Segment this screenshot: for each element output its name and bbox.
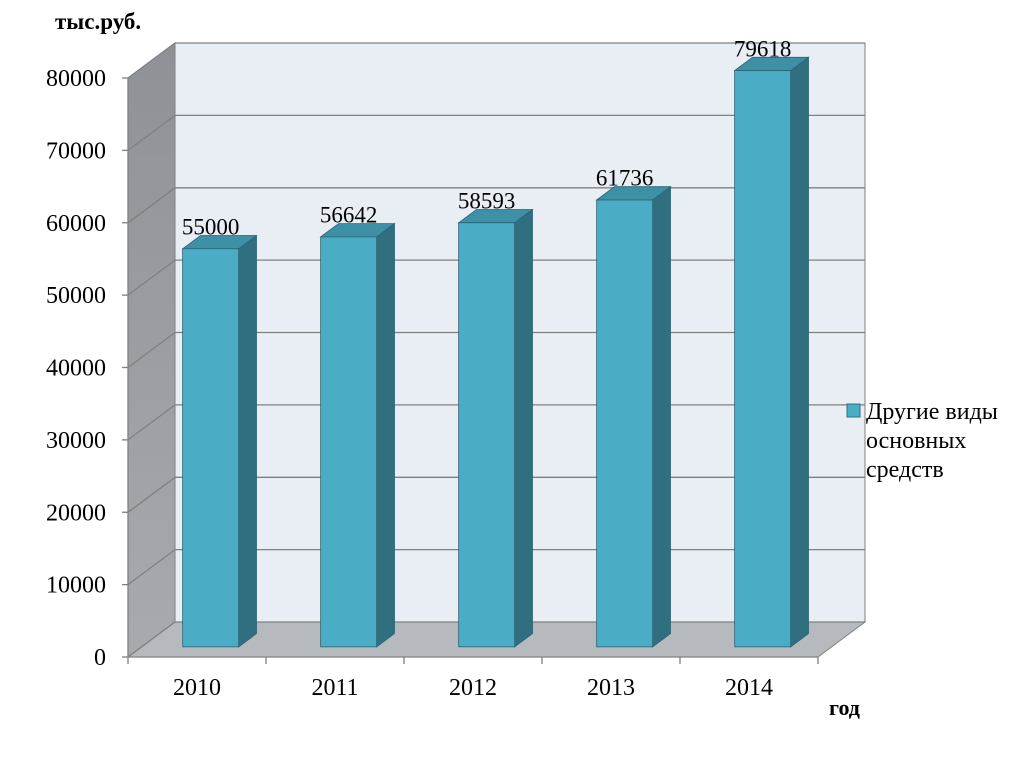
x-tick-label: 2014 bbox=[725, 675, 773, 701]
bar-front-face bbox=[458, 222, 516, 648]
y-tick-label: 70000 bbox=[46, 138, 106, 164]
bar-2012 bbox=[457, 208, 534, 648]
y-tick-label: 50000 bbox=[46, 283, 106, 309]
data-label: 58593 bbox=[458, 188, 516, 213]
y-tick-label: 10000 bbox=[46, 573, 106, 599]
bar-side-face bbox=[652, 185, 671, 648]
bar-side-face bbox=[238, 234, 257, 648]
bar-2010 bbox=[181, 234, 258, 648]
y-tick-label: 40000 bbox=[46, 356, 106, 382]
gridline bbox=[127, 42, 865, 79]
bar-side-face bbox=[376, 222, 395, 648]
data-label: 79618 bbox=[734, 36, 792, 61]
legend-marker bbox=[846, 403, 861, 418]
bar-2011 bbox=[319, 222, 396, 648]
bar-side-face bbox=[514, 208, 533, 648]
bar-side-face bbox=[790, 56, 809, 648]
y-tick-label: 30000 bbox=[46, 428, 106, 454]
y-tick-label: 20000 bbox=[46, 500, 106, 526]
x-tick-label: 2013 bbox=[587, 675, 635, 701]
gridline bbox=[127, 114, 865, 151]
y-tick-label: 0 bbox=[94, 645, 106, 671]
y-tick-label: 60000 bbox=[46, 211, 106, 237]
y-tick-label: 80000 bbox=[46, 66, 106, 92]
y-axis-title: тыс.руб. bbox=[55, 9, 141, 34]
x-tick-label: 2011 bbox=[311, 675, 358, 701]
bar-front-face bbox=[596, 199, 654, 648]
data-label: 61736 bbox=[596, 166, 654, 191]
data-label: 55000 bbox=[182, 214, 240, 239]
legend bbox=[846, 403, 861, 418]
axes bbox=[122, 77, 819, 664]
bar-front-face bbox=[734, 70, 792, 648]
labels: 0 10000 20000 30000 40000 50000 60000 70000 8000… bbox=[46, 36, 791, 701]
legend-label: Другие виды основных средств bbox=[866, 399, 998, 483]
x-axis-title: год bbox=[829, 695, 860, 720]
bar-2013 bbox=[595, 185, 672, 648]
bar-front-face bbox=[320, 236, 378, 648]
bars bbox=[181, 56, 810, 648]
x-tick-label: 2012 bbox=[449, 675, 497, 701]
data-label: 56642 bbox=[320, 203, 378, 228]
bar-2014 bbox=[733, 56, 810, 648]
bar-front-face bbox=[182, 248, 240, 648]
x-tick-label: 2010 bbox=[173, 675, 221, 701]
